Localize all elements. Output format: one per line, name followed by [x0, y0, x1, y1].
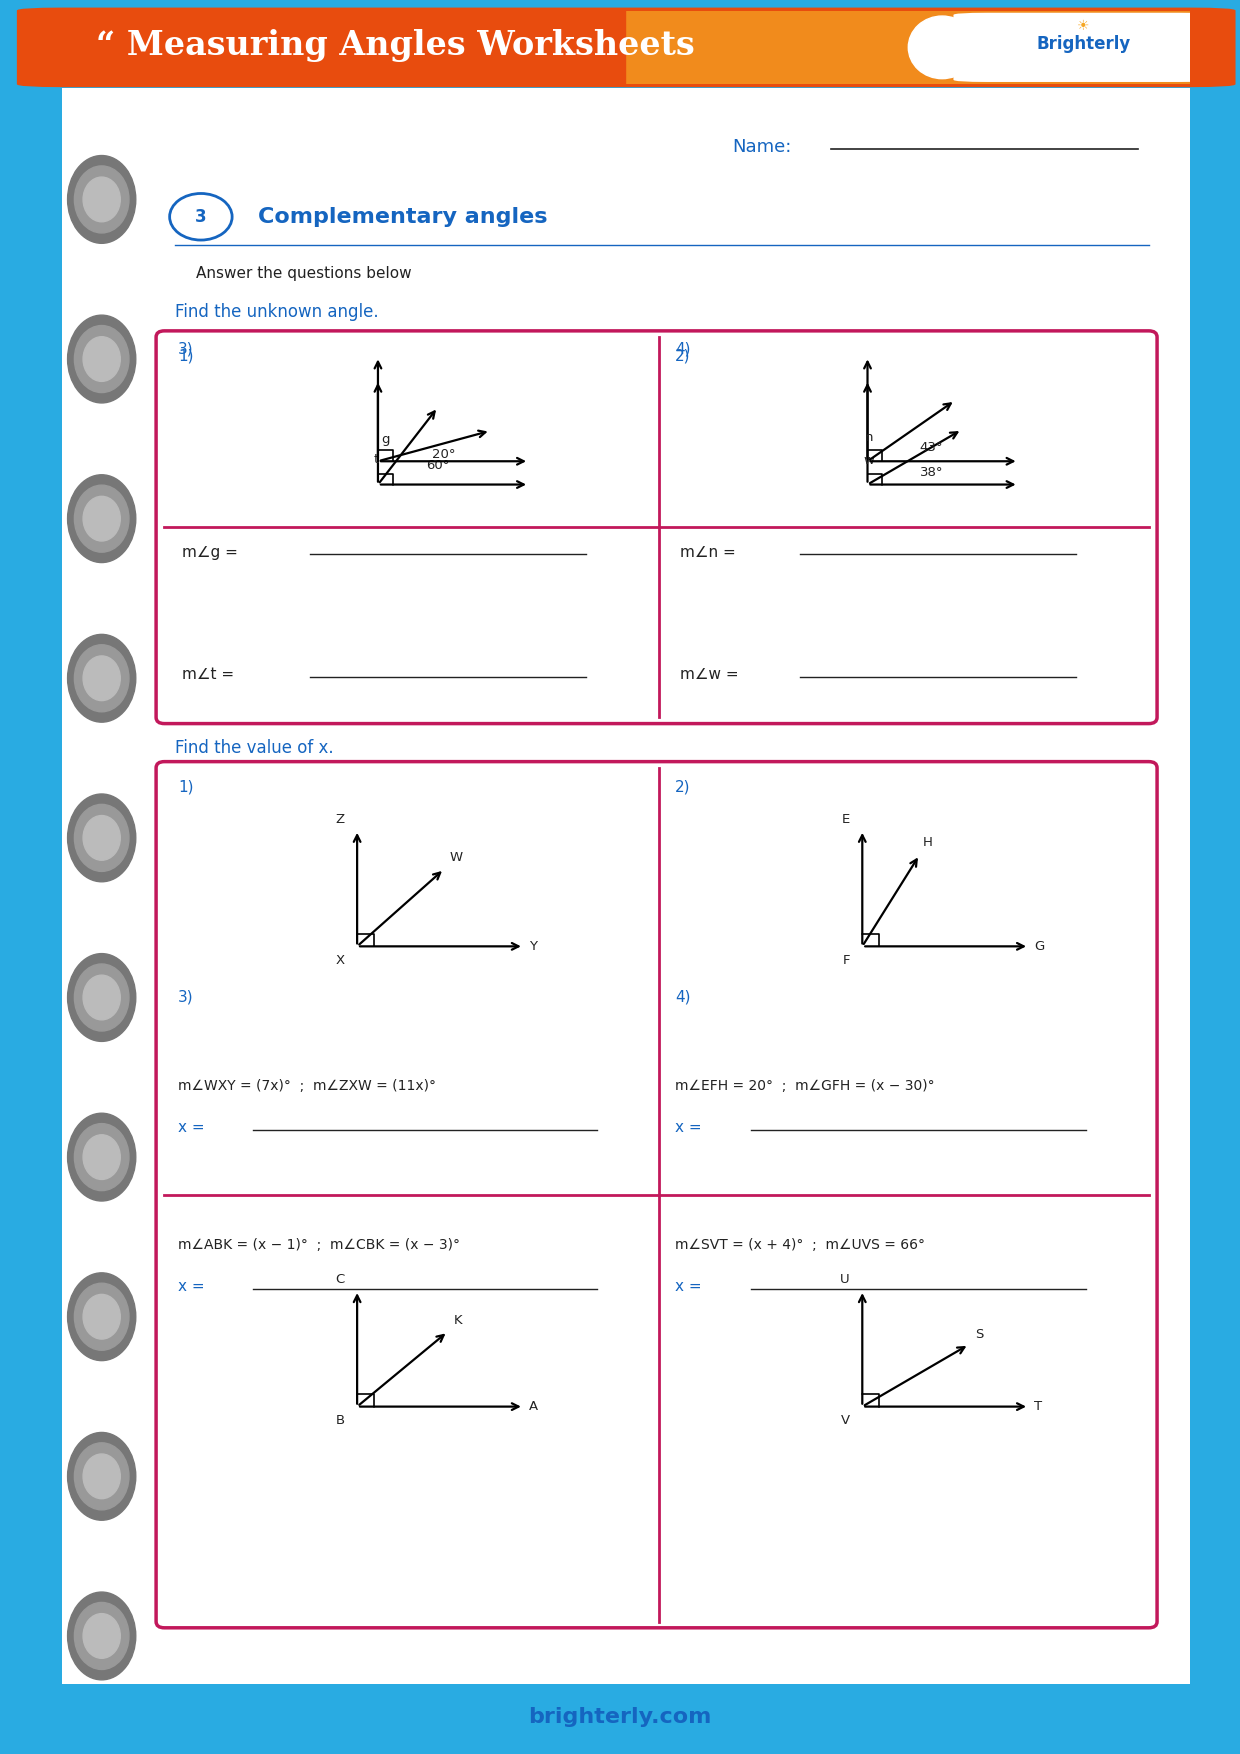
Text: m∠ABK = (x − 1)°  ;  m∠CBK = (x − 3)°: m∠ABK = (x − 1)° ; m∠CBK = (x − 3)°	[179, 1238, 460, 1252]
Ellipse shape	[67, 1114, 136, 1201]
Text: S: S	[976, 1328, 985, 1340]
Text: H: H	[923, 837, 932, 849]
Text: m∠WXY = (7x)°  ;  m∠ZXW = (11x)°: m∠WXY = (7x)° ; m∠ZXW = (11x)°	[179, 1079, 436, 1093]
Ellipse shape	[74, 486, 129, 553]
Ellipse shape	[67, 635, 136, 723]
Text: m∠g =: m∠g =	[182, 544, 238, 560]
Text: A: A	[529, 1400, 538, 1414]
Ellipse shape	[74, 1603, 129, 1670]
FancyBboxPatch shape	[626, 11, 1190, 84]
FancyBboxPatch shape	[51, 72, 1202, 1700]
Text: 38°: 38°	[920, 467, 944, 479]
Text: B: B	[336, 1414, 345, 1428]
Text: 4): 4)	[675, 342, 691, 356]
Text: m∠SVT = (x + 4)°  ;  m∠UVS = 66°: m∠SVT = (x + 4)° ; m∠UVS = 66°	[675, 1238, 925, 1252]
Text: Y: Y	[529, 940, 537, 952]
Ellipse shape	[67, 316, 136, 403]
Ellipse shape	[67, 1433, 136, 1521]
Text: Complementary angles: Complementary angles	[258, 207, 548, 226]
Text: Name:: Name:	[732, 139, 791, 156]
Ellipse shape	[83, 656, 120, 700]
Text: 2): 2)	[675, 349, 691, 365]
Text: 43°: 43°	[919, 440, 942, 454]
Ellipse shape	[83, 816, 120, 859]
Text: 2): 2)	[675, 781, 691, 795]
Ellipse shape	[74, 167, 129, 233]
Ellipse shape	[909, 16, 976, 79]
Text: t: t	[373, 453, 378, 465]
Text: C: C	[335, 1273, 345, 1286]
Text: Find the unknown angle.: Find the unknown angle.	[175, 303, 378, 321]
Text: m∠n =: m∠n =	[680, 544, 735, 560]
Text: g: g	[382, 433, 389, 446]
Text: m∠EFH = 20°  ;  m∠GFH = (x − 30)°: m∠EFH = 20° ; m∠GFH = (x − 30)°	[675, 1079, 935, 1093]
Ellipse shape	[83, 337, 120, 381]
FancyBboxPatch shape	[156, 332, 1157, 724]
Text: Brighterly: Brighterly	[1037, 35, 1131, 53]
Ellipse shape	[74, 965, 129, 1031]
Text: “ Measuring Angles Worksheets: “ Measuring Angles Worksheets	[95, 30, 694, 63]
Text: T: T	[1034, 1400, 1043, 1414]
Text: K: K	[454, 1314, 463, 1328]
Text: Find the value of x.: Find the value of x.	[175, 740, 334, 758]
FancyBboxPatch shape	[954, 12, 1213, 82]
Text: brighterly.com: brighterly.com	[528, 1707, 712, 1728]
Text: U: U	[841, 1273, 849, 1286]
Text: F: F	[842, 954, 849, 966]
Ellipse shape	[83, 1454, 120, 1498]
Text: E: E	[842, 814, 849, 826]
Text: G: G	[1034, 940, 1044, 952]
Text: 20°: 20°	[433, 449, 456, 461]
Ellipse shape	[74, 1444, 129, 1510]
Text: ☀: ☀	[1078, 19, 1090, 33]
Text: x =: x =	[675, 1279, 702, 1294]
Ellipse shape	[67, 795, 136, 882]
Text: m∠w =: m∠w =	[680, 667, 739, 682]
Text: Answer the questions below: Answer the questions below	[196, 267, 412, 281]
Text: 1): 1)	[179, 349, 193, 365]
Ellipse shape	[74, 805, 129, 872]
Ellipse shape	[67, 1593, 136, 1680]
Ellipse shape	[83, 496, 120, 540]
Ellipse shape	[74, 326, 129, 393]
Text: 3): 3)	[179, 342, 193, 356]
Text: 60°: 60°	[427, 460, 450, 472]
Ellipse shape	[83, 177, 120, 221]
Ellipse shape	[74, 1284, 129, 1351]
Ellipse shape	[83, 1614, 120, 1658]
Ellipse shape	[67, 954, 136, 1042]
Ellipse shape	[67, 475, 136, 563]
Text: w: w	[864, 454, 874, 467]
Text: m∠t =: m∠t =	[182, 667, 234, 682]
Text: 3): 3)	[179, 989, 193, 1005]
FancyBboxPatch shape	[17, 7, 1235, 88]
Text: 3: 3	[195, 207, 207, 226]
Text: Z: Z	[336, 814, 345, 826]
Ellipse shape	[83, 975, 120, 1019]
Ellipse shape	[67, 1273, 136, 1361]
Ellipse shape	[74, 1124, 129, 1191]
Text: X: X	[336, 954, 345, 966]
Text: 4): 4)	[675, 989, 691, 1005]
Text: x =: x =	[179, 1279, 205, 1294]
Text: x =: x =	[179, 1119, 205, 1135]
Ellipse shape	[67, 156, 136, 244]
FancyBboxPatch shape	[156, 761, 1157, 1628]
Ellipse shape	[74, 645, 129, 712]
Ellipse shape	[83, 1135, 120, 1179]
Text: W: W	[450, 851, 463, 865]
Text: V: V	[841, 1414, 849, 1428]
Ellipse shape	[83, 1294, 120, 1338]
Text: x =: x =	[675, 1119, 702, 1135]
Text: n: n	[864, 430, 873, 444]
Text: 1): 1)	[179, 781, 193, 795]
